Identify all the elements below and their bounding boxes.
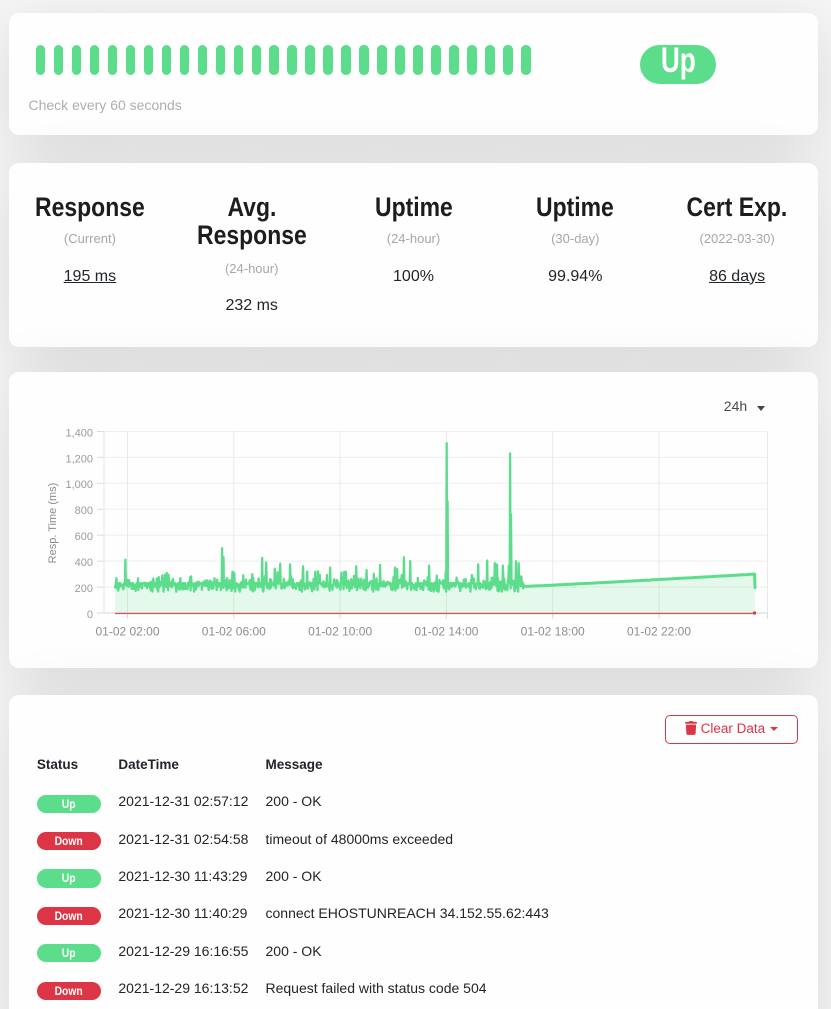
svg-text:Resp. Time (ms): Resp. Time (ms) [47,483,59,564]
svg-text:01-02 22:00: 01-02 22:00 [627,625,691,639]
svg-text:1,400: 1,400 [65,427,93,439]
svg-text:1,200: 1,200 [65,453,93,465]
svg-text:01-02 06:00: 01-02 06:00 [202,625,266,639]
svg-text:800: 800 [75,505,93,517]
svg-text:01-02 14:00: 01-02 14:00 [414,625,478,639]
svg-text:01-02 18:00: 01-02 18:00 [521,625,585,639]
svg-text:1,000: 1,000 [65,479,93,491]
svg-text:01-02 02:00: 01-02 02:00 [95,625,159,639]
svg-text:01-02 10:00: 01-02 10:00 [308,625,372,639]
svg-text:0: 0 [87,609,93,621]
svg-text:600: 600 [75,531,93,543]
svg-text:400: 400 [75,557,93,569]
svg-text:200: 200 [75,583,93,595]
